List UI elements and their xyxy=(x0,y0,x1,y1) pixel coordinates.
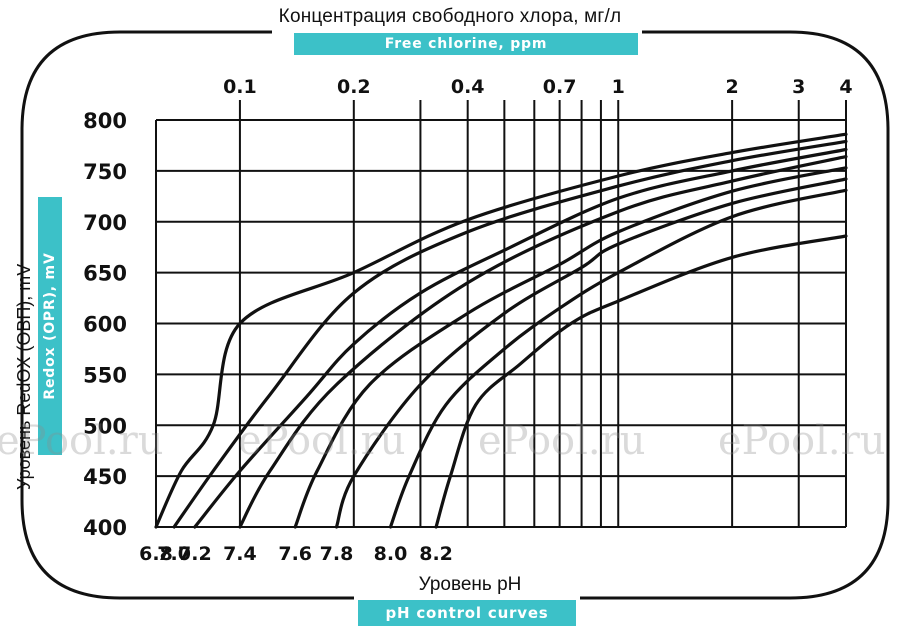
y-tick-label: 550 xyxy=(83,363,127,387)
watermark-4: ePool.ru xyxy=(718,418,886,464)
y-tick-label: 650 xyxy=(83,262,127,286)
frame-border xyxy=(20,30,890,600)
ph-label: 7.2 xyxy=(178,543,212,565)
x-axis-label: Уровень pH xyxy=(418,574,522,595)
chart-subtitle: Free chlorine, ppm xyxy=(294,33,638,55)
ph-curve xyxy=(172,139,848,529)
top-tick-label: 0.2 xyxy=(337,76,371,98)
y-tick-label: 700 xyxy=(83,211,127,235)
top-tick-label: 3 xyxy=(792,76,805,98)
y-axis-sublabel: Redox (OPR), mV xyxy=(38,197,62,455)
watermark-2: ePool.ru xyxy=(238,418,406,464)
top-tick-label: 0.4 xyxy=(451,76,485,98)
y-tick-label: 450 xyxy=(83,465,127,489)
ph-label: 7.6 xyxy=(278,543,312,565)
ph-curve xyxy=(238,155,848,529)
ph-label: 7.8 xyxy=(320,543,354,565)
y-tick-label: 750 xyxy=(83,160,127,184)
ph-curve xyxy=(154,132,848,529)
ph-label: 8.2 xyxy=(419,543,453,565)
top-tick-label: 0.7 xyxy=(543,76,577,98)
y-tick-label: 600 xyxy=(83,313,127,337)
y-tick-label: 400 xyxy=(83,516,127,540)
chart-title: Концентрация свободного хлора, мг/л xyxy=(278,6,622,27)
x-axis-sublabel: pH control curves xyxy=(358,600,576,626)
watermark-3: ePool.ru xyxy=(478,418,646,464)
ph-label: 7.4 xyxy=(223,543,257,565)
ph-label: 8.0 xyxy=(374,543,408,565)
ph-curve xyxy=(434,234,848,529)
ph-curve xyxy=(388,188,848,529)
ph-curve xyxy=(193,147,848,529)
top-tick-label: 1 xyxy=(612,76,625,98)
ph-curve xyxy=(293,166,848,529)
ph-curve xyxy=(334,177,848,529)
watermark-1: ePool.ru xyxy=(0,418,164,464)
top-tick-label: 0.1 xyxy=(223,76,257,98)
y-tick-label: 800 xyxy=(83,109,127,133)
ph-label: 6.8 xyxy=(139,543,173,565)
y-tick-label: 500 xyxy=(83,414,127,438)
top-tick-label: 4 xyxy=(839,76,852,98)
top-tick-label: 2 xyxy=(726,76,739,98)
ph-label: 7.0 xyxy=(157,543,191,565)
